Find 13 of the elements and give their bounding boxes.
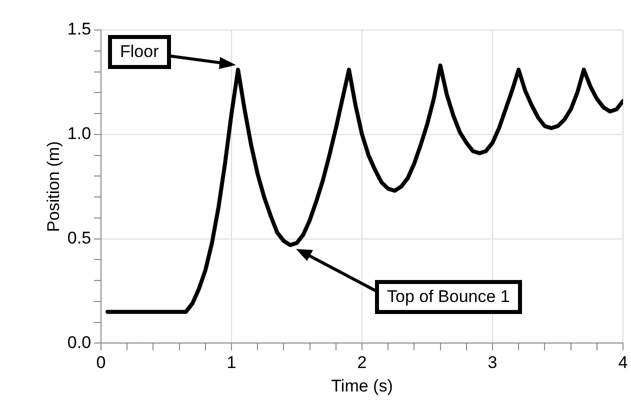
x-tick-label: 1 [226, 353, 236, 372]
y-axis-title: Position (m) [44, 141, 63, 232]
annotation: Floor [108, 35, 171, 69]
annotation: Top of Bounce 1 [375, 280, 522, 314]
x-axis-title: Time (s) [331, 376, 393, 396]
y-tick-label: 1.5 [67, 20, 92, 39]
y-tick-label: 0.0 [67, 332, 92, 352]
x-tick-label: 2 [357, 353, 367, 372]
y-tick-label: 0.5 [67, 228, 92, 248]
x-tick-label: 3 [488, 353, 498, 372]
y-tick-label: 1.0 [67, 124, 92, 144]
x-tick-label: 4 [618, 353, 628, 372]
x-tick-label: 0 [96, 353, 106, 372]
